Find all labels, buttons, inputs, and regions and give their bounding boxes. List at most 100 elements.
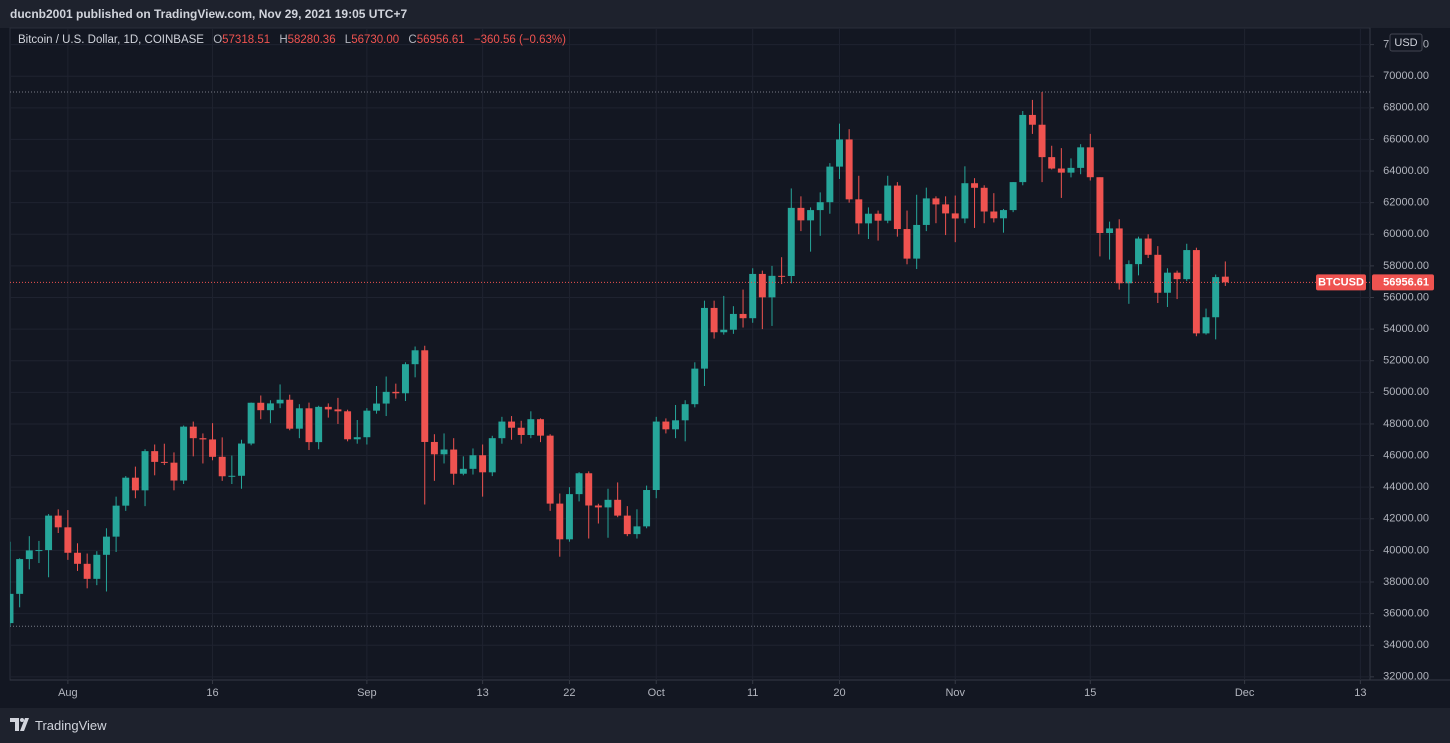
candle-body: [729, 313, 737, 330]
candle-body: [1154, 254, 1162, 293]
candle-body: [1135, 238, 1142, 265]
candle-body: [623, 515, 631, 535]
candle-body: [64, 527, 72, 553]
candle-body: [1077, 147, 1085, 168]
candle-body: [1221, 276, 1229, 283]
y-tick-label: 54000.00: [1383, 323, 1429, 335]
plot-area: [9, 27, 1371, 681]
candle-body: [1009, 182, 1017, 211]
candle-body: [315, 406, 323, 443]
legend-key: L: [344, 34, 352, 46]
x-tick-label: 20: [833, 687, 845, 699]
candle-body: [218, 456, 226, 477]
candle-body: [903, 229, 911, 259]
candle-body: [276, 399, 284, 404]
x-tick-label: 13: [476, 687, 488, 699]
candle-body: [749, 273, 757, 319]
candle-body: [266, 403, 274, 411]
candle-body: [681, 404, 689, 421]
candle-body: [228, 475, 236, 477]
x-tick-label: Sep: [357, 687, 377, 699]
brand-logo: [10, 718, 29, 731]
candle-body: [758, 273, 766, 298]
y-tick-label: 64000.00: [1383, 165, 1429, 177]
x-tick-label: 11: [747, 687, 758, 699]
candle-body: [102, 536, 110, 555]
legend-change: −360.56 (−0.63%): [473, 34, 566, 46]
candle-body: [25, 550, 33, 560]
candle-body: [527, 419, 535, 436]
candle-body: [10, 593, 14, 624]
candle-body: [392, 391, 400, 394]
legend-value: 56956.61: [416, 34, 465, 46]
y-tick-label: 68000.00: [1383, 102, 1429, 114]
candle-body: [170, 462, 178, 481]
candle-body: [739, 313, 747, 319]
candle-body: [1048, 157, 1056, 169]
x-tick-label: 15: [1084, 687, 1096, 699]
candle-body: [1019, 114, 1027, 183]
candle-body: [652, 421, 660, 491]
candle-body: [787, 207, 795, 276]
candle-body: [778, 275, 786, 277]
candle-body: [585, 473, 593, 506]
candle-body: [305, 408, 313, 443]
y-tick-label: 56000.00: [1383, 291, 1429, 303]
candles: [10, 91, 1370, 627]
x-tick-label: Aug: [58, 687, 78, 699]
candle-body: [247, 402, 255, 444]
y-tick-label: 48000.00: [1383, 418, 1429, 430]
candle-body: [74, 552, 81, 564]
candle-body: [768, 275, 776, 298]
x-tick-label: 13: [1354, 687, 1366, 699]
candle-body: [836, 139, 843, 167]
candle-body: [382, 391, 390, 404]
candle-body: [508, 421, 516, 428]
candle-body: [556, 503, 564, 540]
candle-body: [700, 307, 708, 369]
candle-body: [1192, 250, 1200, 334]
candle-body: [122, 477, 130, 506]
candle-body: [295, 408, 303, 429]
candle-body: [643, 490, 651, 527]
candle-body: [1144, 238, 1152, 255]
candle-body: [1057, 168, 1065, 173]
candle-body: [450, 449, 458, 474]
candle-body: [131, 477, 139, 491]
candle-body: [913, 224, 921, 259]
candle-body: [189, 426, 197, 439]
candle-body: [893, 185, 901, 230]
candle-body: [421, 350, 429, 442]
symbol-title: Bitcoin / U.S. Dollar, 1D, COINBASE: [18, 34, 204, 46]
candle-body: [932, 198, 940, 205]
candle-body: [537, 419, 544, 436]
footer: TradingView: [0, 708, 1450, 743]
candle-body: [614, 499, 622, 516]
candle-body: [951, 213, 959, 219]
candle-body: [845, 139, 853, 200]
y-tick-label: 66000.00: [1383, 133, 1429, 145]
candle-body: [141, 451, 149, 491]
candle-body: [363, 410, 371, 438]
candle-body: [1115, 228, 1123, 284]
candle-body: [344, 411, 352, 440]
candle-body: [353, 437, 361, 440]
y-tick-label: 62000.00: [1383, 197, 1429, 209]
candle-body: [1000, 210, 1007, 219]
candle-body: [411, 350, 419, 365]
candle-body: [691, 368, 699, 405]
candle-body: [401, 364, 409, 394]
candle-body: [151, 451, 159, 462]
top-bar: ducnb2001 published on TradingView.com, …: [0, 0, 1450, 28]
candle-body: [16, 559, 24, 594]
candle-body: [1163, 272, 1171, 293]
candle-body: [807, 210, 815, 221]
y-tick-label: 44000.00: [1383, 481, 1429, 493]
y-tick-label: 38000.00: [1383, 576, 1429, 588]
candle-body: [942, 204, 950, 214]
candle-body: [286, 399, 294, 429]
candle-body: [459, 468, 467, 474]
candle-body: [373, 403, 380, 411]
candle-body: [83, 563, 91, 579]
